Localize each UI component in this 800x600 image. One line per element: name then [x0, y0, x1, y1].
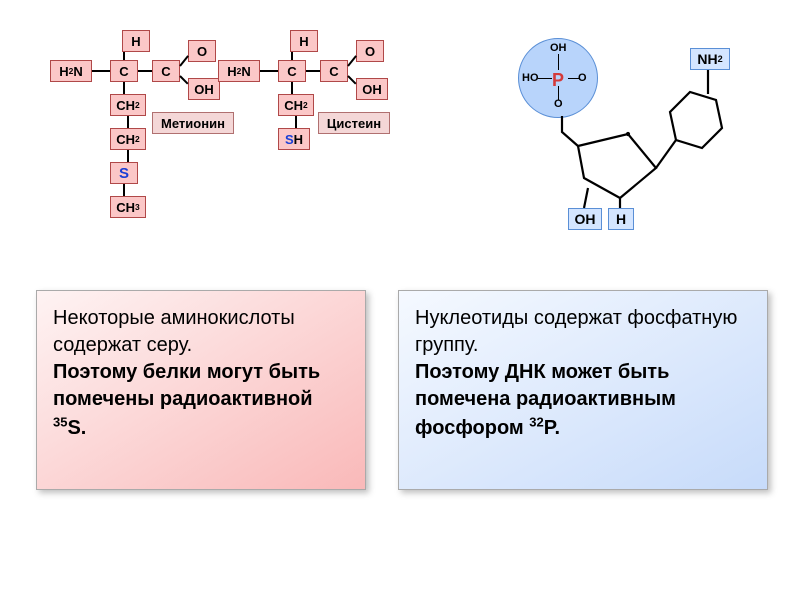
cys-H: H [290, 30, 318, 52]
nucleotide-NH2: NH2 [690, 48, 730, 70]
met-H: H [122, 30, 150, 52]
bond [123, 184, 125, 196]
bond [291, 52, 293, 60]
nucleotide-OH: OH [568, 208, 602, 230]
met-C2: C [152, 60, 180, 82]
info-dna-line1: Нуклеотиды содержат фосфатную группу. [415, 305, 751, 359]
met-CH2b: CH2 [110, 128, 146, 150]
cys-C2: C [320, 60, 348, 82]
cys-O: O [356, 40, 384, 62]
met-C1: C [110, 60, 138, 82]
methionine-label: Метионин [152, 112, 234, 134]
bond [260, 70, 278, 72]
met-OH: OH [188, 78, 220, 100]
bond [127, 150, 129, 162]
bond [127, 116, 129, 128]
info-dna-line2: Поэтому ДНК может быть помечена радиоакт… [415, 359, 751, 442]
cys-CH2: CH2 [278, 94, 314, 116]
bond [92, 70, 110, 72]
info-dna: Нуклеотиды содержат фосфатную группу.Поэ… [398, 290, 768, 490]
met-S: S [110, 162, 138, 184]
cys-C1: C [278, 60, 306, 82]
bond [306, 70, 320, 72]
nucleotide-H: H [608, 208, 634, 230]
info-proteins-line1: Некоторые аминокислоты содержат серу. [53, 305, 349, 359]
cysteine-label: Цистеин [318, 112, 390, 134]
met-CH2a: CH2 [110, 94, 146, 116]
bond [123, 52, 125, 60]
bond [295, 116, 297, 128]
bond [123, 82, 125, 94]
met-H2N: H2N [50, 60, 92, 82]
met-O: O [188, 40, 216, 62]
bond [291, 82, 293, 94]
met-CH3: CH3 [110, 196, 146, 218]
cys-H2N: H2N [218, 60, 260, 82]
bond [138, 70, 152, 72]
info-proteins: Некоторые аминокислоты содержат серу.Поэ… [36, 290, 366, 490]
cys-OH: OH [356, 78, 388, 100]
cys-SH: SH [278, 128, 310, 150]
info-proteins-line2: Поэтому белки могут быть помечены радиоа… [53, 359, 349, 442]
